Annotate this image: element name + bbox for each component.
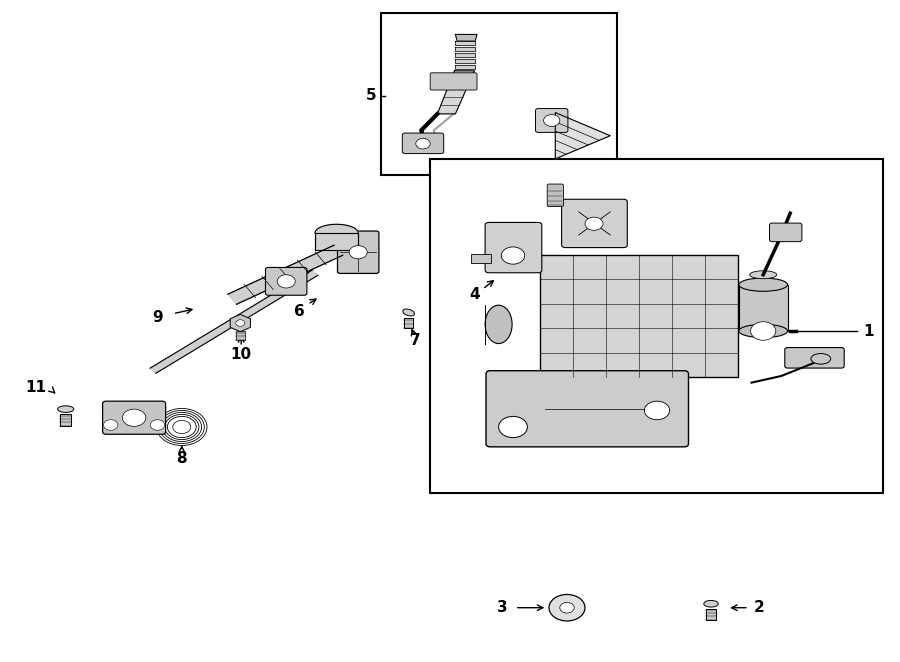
Bar — [430, 159, 883, 493]
Text: 9: 9 — [152, 310, 163, 325]
Text: 6: 6 — [294, 304, 305, 318]
Ellipse shape — [58, 406, 74, 412]
Circle shape — [416, 138, 430, 149]
Circle shape — [150, 420, 165, 430]
Circle shape — [585, 217, 603, 230]
Circle shape — [644, 401, 670, 420]
Circle shape — [173, 420, 191, 434]
Circle shape — [122, 409, 146, 426]
Polygon shape — [228, 245, 343, 305]
Ellipse shape — [739, 278, 788, 291]
Ellipse shape — [403, 309, 414, 316]
Text: 2: 2 — [753, 600, 764, 615]
FancyBboxPatch shape — [562, 199, 627, 248]
Text: 1: 1 — [863, 324, 874, 338]
Polygon shape — [150, 270, 318, 373]
Circle shape — [277, 275, 295, 288]
FancyBboxPatch shape — [338, 231, 379, 273]
Text: 8: 8 — [176, 451, 187, 465]
Bar — [381, 13, 616, 175]
Circle shape — [549, 594, 585, 621]
Circle shape — [501, 247, 525, 264]
FancyBboxPatch shape — [266, 267, 307, 295]
Bar — [471, 254, 491, 263]
Circle shape — [236, 320, 245, 326]
Bar — [60, 414, 71, 426]
Text: 7: 7 — [410, 334, 421, 348]
Polygon shape — [455, 47, 475, 51]
Ellipse shape — [739, 324, 788, 338]
FancyBboxPatch shape — [486, 371, 688, 447]
Polygon shape — [455, 53, 475, 57]
Circle shape — [499, 416, 527, 438]
Text: 5: 5 — [365, 89, 376, 103]
Bar — [404, 318, 413, 328]
FancyBboxPatch shape — [770, 223, 802, 242]
FancyBboxPatch shape — [103, 401, 166, 434]
Polygon shape — [455, 41, 475, 45]
FancyBboxPatch shape — [430, 73, 477, 90]
Text: 11: 11 — [25, 380, 47, 395]
Circle shape — [104, 420, 118, 430]
Polygon shape — [455, 59, 475, 63]
Circle shape — [751, 322, 776, 340]
Bar — [706, 609, 716, 620]
Circle shape — [560, 602, 574, 613]
Circle shape — [349, 246, 367, 259]
Polygon shape — [455, 65, 475, 69]
Text: 4: 4 — [469, 287, 480, 302]
Ellipse shape — [704, 600, 718, 607]
FancyBboxPatch shape — [785, 348, 844, 368]
Polygon shape — [455, 34, 477, 41]
Bar — [739, 285, 788, 331]
Polygon shape — [315, 224, 358, 233]
Circle shape — [544, 115, 560, 126]
FancyBboxPatch shape — [547, 184, 563, 207]
Ellipse shape — [811, 354, 831, 364]
Polygon shape — [437, 71, 474, 114]
FancyBboxPatch shape — [402, 133, 444, 154]
Ellipse shape — [485, 305, 512, 344]
Bar — [315, 233, 358, 250]
FancyBboxPatch shape — [536, 109, 568, 132]
FancyBboxPatch shape — [485, 222, 542, 273]
Bar — [540, 255, 738, 377]
Text: 3: 3 — [497, 600, 508, 615]
Bar — [236, 331, 245, 340]
Ellipse shape — [750, 271, 777, 279]
Text: 10: 10 — [230, 347, 252, 361]
Polygon shape — [555, 113, 610, 159]
